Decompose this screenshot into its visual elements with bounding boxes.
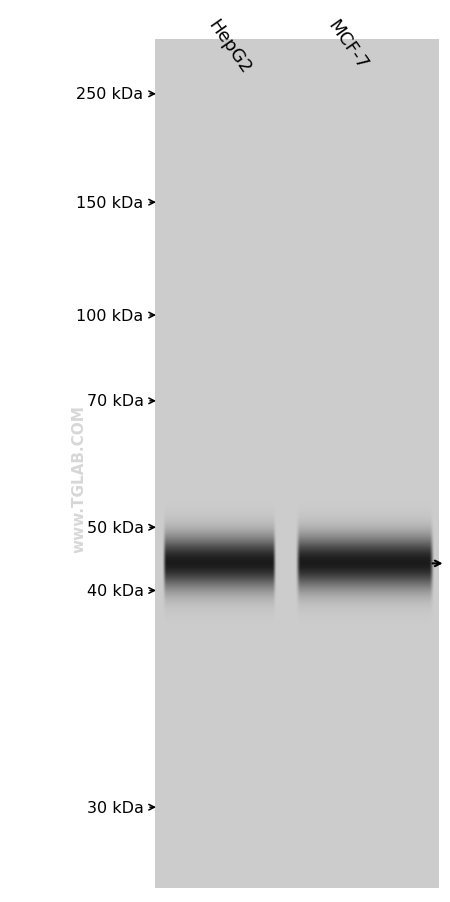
Text: 150 kDa: 150 kDa [76, 196, 144, 210]
Text: www.TGLAB.COM: www.TGLAB.COM [71, 404, 86, 552]
Text: HepG2: HepG2 [205, 17, 255, 78]
Text: 50 kDa: 50 kDa [86, 520, 144, 535]
Text: 70 kDa: 70 kDa [86, 394, 144, 409]
Text: MCF-7: MCF-7 [324, 17, 371, 73]
Text: 250 kDa: 250 kDa [76, 87, 144, 102]
Text: 40 kDa: 40 kDa [86, 584, 144, 598]
Text: 30 kDa: 30 kDa [87, 800, 144, 815]
Text: 100 kDa: 100 kDa [76, 308, 144, 323]
